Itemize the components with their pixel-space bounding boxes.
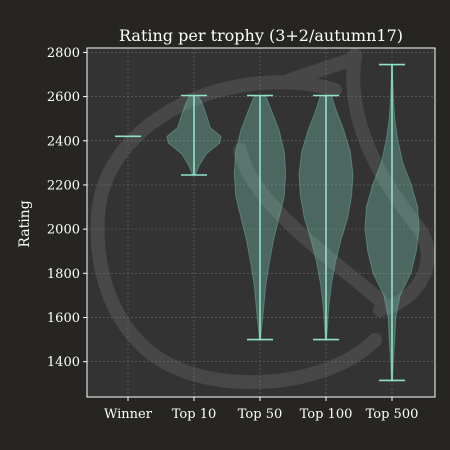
violin-top-50: [233, 94, 287, 341]
x-tick-label: Top 100: [300, 407, 353, 422]
x-tick-label: Winner: [104, 407, 153, 422]
x-tick-label: Top 500: [366, 407, 419, 422]
plot-frame: [86, 47, 436, 398]
x-tick-label: Top 10: [172, 407, 216, 422]
x-tick-label: Top 50: [238, 407, 282, 422]
y-tick-label: 2800: [47, 46, 80, 61]
y-tick-label: 2000: [47, 223, 80, 238]
y-axis-label: Rating: [17, 200, 33, 247]
grid: [87, 48, 435, 397]
violin-top-500: [364, 63, 420, 382]
y-tick-label: 2400: [47, 134, 80, 149]
x-ticks: Winner Top 10 Top 50 Top 100 Top 500: [104, 397, 418, 422]
violin-top-10: [166, 94, 222, 176]
violin-top-100: [298, 94, 354, 341]
y-tick-label: 2600: [47, 90, 80, 105]
chart-title: Rating per trophy (3+2/autumn17): [119, 26, 403, 45]
y-ticks: 1400 1600 1800 2000 2200 2400 2600 2800: [47, 46, 87, 370]
y-tick-label: 1800: [47, 267, 80, 282]
violins: [115, 63, 420, 382]
watermark-logo: [90, 48, 435, 390]
y-tick-label: 1400: [47, 355, 80, 370]
y-tick-label: 1600: [47, 311, 80, 326]
y-tick-label: 2200: [47, 178, 80, 193]
